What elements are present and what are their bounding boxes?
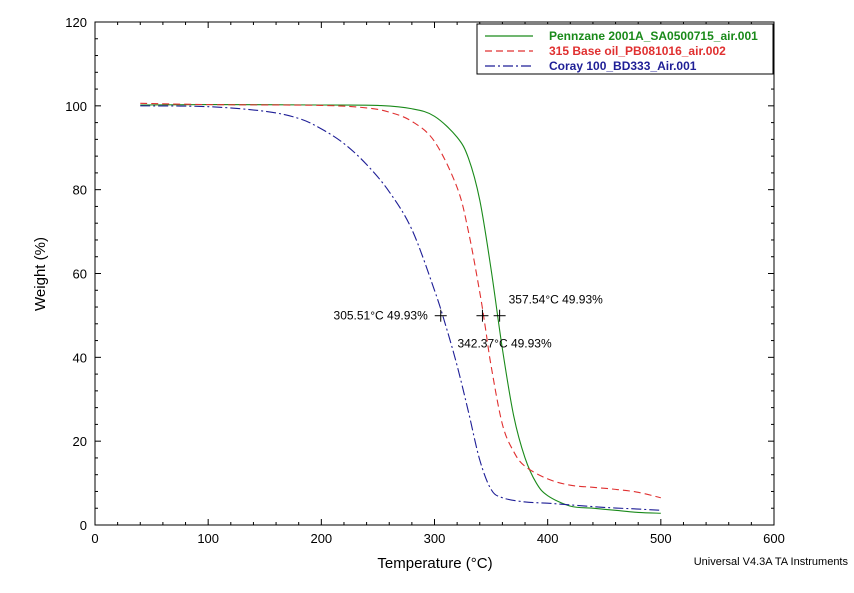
y-tick-label: 40 [73,350,87,365]
annotation-label: 357.54°C 49.93% [509,293,604,307]
y-tick-label: 0 [80,518,87,533]
y-tick-label: 80 [73,183,87,198]
legend-label-3: Coray 100_BD333_Air.001 [549,59,697,73]
x-axis-title: Temperature (°C) [377,555,492,572]
annotation-label: 305.51°C 49.93% [334,309,429,323]
series-line-3 [140,105,661,511]
legend-label-2: 315 Base oil_PB081016_air.002 [549,44,726,58]
x-tick-label: 200 [310,531,332,546]
x-tick-label: 600 [763,531,785,546]
y-tick-label: 20 [73,434,87,449]
series-line-2 [140,102,661,499]
x-tick-label: 300 [424,531,446,546]
x-tick-label: 500 [650,531,672,546]
annotation-label: 342.37°C 49.93% [457,337,552,351]
plot-frame [94,21,775,526]
x-tick-label: 0 [91,531,98,546]
series-line-1 [140,104,661,514]
footer-credit: Universal V4.3A TA Instruments [694,556,849,568]
y-tick-label: 100 [65,99,87,114]
legend-label-1: Pennzane 2001A_SA0500715_air.001 [549,29,758,43]
y-tick-label: 60 [73,267,87,282]
x-tick-label: 100 [197,531,219,546]
x-tick-label: 400 [537,531,559,546]
y-axis-title: Weight (%) [32,237,49,311]
y-tick-label: 120 [65,15,87,30]
